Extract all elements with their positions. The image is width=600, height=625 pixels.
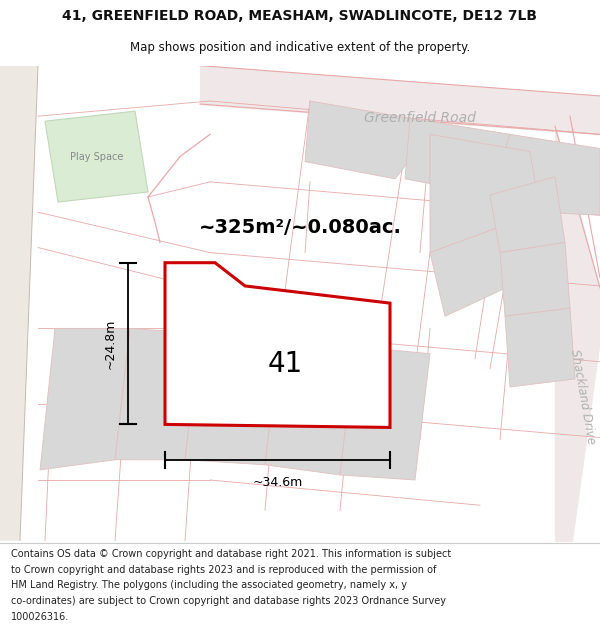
Polygon shape: [405, 118, 530, 195]
Text: ~325m²/~0.080ac.: ~325m²/~0.080ac.: [199, 218, 401, 237]
Text: ~24.8m: ~24.8m: [104, 318, 116, 369]
Polygon shape: [265, 339, 355, 475]
Polygon shape: [490, 134, 600, 215]
Polygon shape: [340, 347, 430, 480]
Polygon shape: [505, 308, 575, 387]
Polygon shape: [0, 66, 38, 541]
Polygon shape: [430, 134, 540, 252]
Polygon shape: [490, 177, 565, 252]
Text: 41, GREENFIELD ROAD, MEASHAM, SWADLINCOTE, DE12 7LB: 41, GREENFIELD ROAD, MEASHAM, SWADLINCOT…: [62, 9, 538, 23]
Text: Contains OS data © Crown copyright and database right 2021. This information is : Contains OS data © Crown copyright and d…: [11, 549, 451, 559]
Polygon shape: [430, 212, 560, 316]
Text: co-ordinates) are subject to Crown copyright and database rights 2023 Ordnance S: co-ordinates) are subject to Crown copyr…: [11, 596, 446, 606]
Polygon shape: [40, 328, 130, 470]
Text: HM Land Registry. The polygons (including the associated geometry, namely x, y: HM Land Registry. The polygons (includin…: [11, 580, 407, 590]
Polygon shape: [45, 111, 148, 202]
Text: Greenfield Road: Greenfield Road: [364, 111, 476, 125]
Polygon shape: [305, 101, 430, 179]
Text: Shackland Drive: Shackland Drive: [568, 349, 598, 446]
Text: to Crown copyright and database rights 2023 and is reproduced with the permissio: to Crown copyright and database rights 2…: [11, 564, 436, 574]
Polygon shape: [115, 328, 200, 460]
Text: Map shows position and indicative extent of the property.: Map shows position and indicative extent…: [130, 41, 470, 54]
Text: 41: 41: [268, 350, 302, 378]
Polygon shape: [500, 242, 570, 316]
Text: 100026316.: 100026316.: [11, 611, 69, 621]
Polygon shape: [185, 334, 280, 465]
Text: Play Space: Play Space: [70, 152, 124, 162]
Text: ~34.6m: ~34.6m: [253, 476, 302, 489]
Polygon shape: [165, 262, 390, 428]
